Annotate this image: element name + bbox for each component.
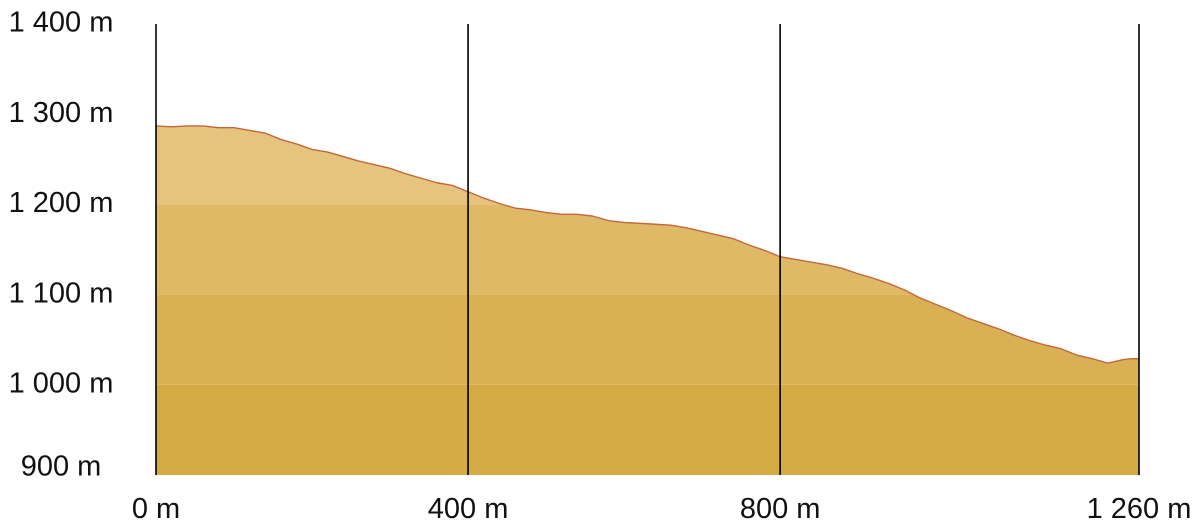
area-fill <box>156 24 1139 475</box>
elevation-band <box>156 384 1139 475</box>
x-tick-label: 800 m <box>740 493 821 525</box>
x-tick-label: 1 260 m <box>1087 493 1192 525</box>
y-axis: 1 400 m 1 300 m 1 200 m 1 100 m 1 000 m 900 m <box>9 7 114 483</box>
y-tick-label: 1 100 m <box>9 277 114 309</box>
y-tick-label: 1 300 m <box>9 97 114 129</box>
x-tick-label: 0 m <box>132 493 180 525</box>
elevation-band <box>156 125 1139 205</box>
x-axis: 0 m 400 m 800 m 1 260 m <box>132 493 1192 525</box>
elevation-band <box>156 24 1139 114</box>
y-tick-label: 900 m <box>21 451 102 483</box>
y-tick-label: 1 400 m <box>9 7 114 39</box>
x-tick-label: 400 m <box>428 493 509 525</box>
elevation-band <box>156 294 1139 385</box>
y-tick-label: 1 200 m <box>9 187 114 219</box>
y-tick-label: 1 000 m <box>9 367 114 399</box>
elevation-line <box>155 125 1139 364</box>
gridlines <box>155 24 1140 475</box>
elevation-band <box>156 204 1139 295</box>
